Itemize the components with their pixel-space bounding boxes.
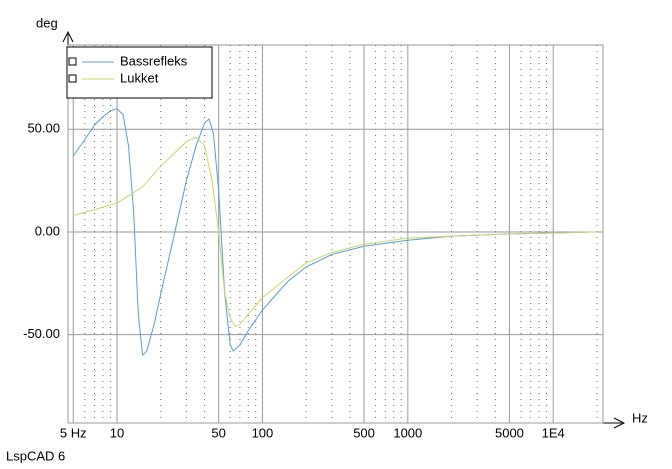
y-tick-label: 0.00 bbox=[35, 223, 60, 238]
y-axis-label: deg bbox=[36, 15, 58, 30]
legend-label: Lukket bbox=[120, 70, 159, 85]
plot-frame bbox=[67, 44, 604, 424]
x-tick-label: 5000 bbox=[495, 425, 524, 440]
series-line bbox=[72, 108, 598, 357]
legend-label: Bassrefleks bbox=[120, 53, 188, 68]
footer: LspCAD 6 bbox=[6, 448, 65, 463]
x-tick-label: 50 bbox=[211, 425, 225, 440]
y-tick-label: 50.00 bbox=[27, 121, 60, 136]
legend-checkbox bbox=[68, 74, 77, 83]
x-axis-label: Hz bbox=[632, 410, 648, 425]
x-tick-label: 500 bbox=[353, 425, 375, 440]
x-tick-label: 5 Hz bbox=[60, 425, 87, 440]
legend-box bbox=[66, 46, 213, 99]
x-tick-label: 1E4 bbox=[542, 425, 565, 440]
y-tick-label: -50.00 bbox=[23, 326, 60, 341]
legend: Bassrefleks Lukket bbox=[66, 46, 213, 99]
series-line bbox=[73, 136, 598, 328]
x-tick-label: 10 bbox=[110, 425, 124, 440]
x-tick-label: 1000 bbox=[393, 425, 422, 440]
legend-checkbox bbox=[68, 57, 77, 66]
x-tick-label: 100 bbox=[252, 425, 274, 440]
